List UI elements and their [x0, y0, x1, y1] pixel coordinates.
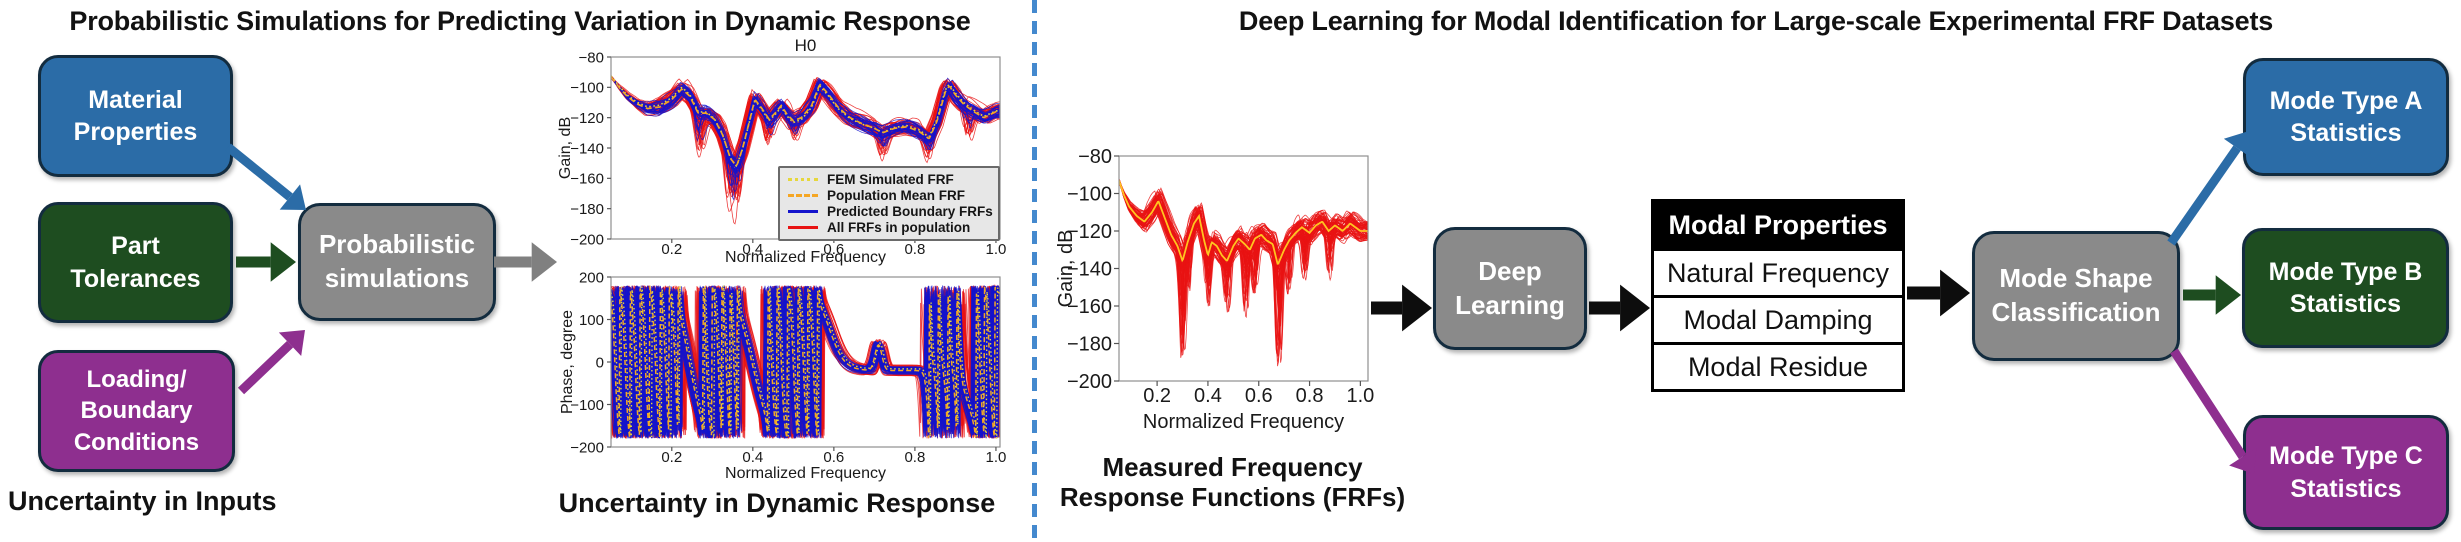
- svg-text:0.2: 0.2: [1143, 385, 1171, 407]
- box-loading-boundary-conditions: Loading/ Boundary Conditions: [38, 350, 235, 472]
- chart-phase: 0.2 0.4 0.6 0.8 1.0 200 100 0 −100 −200 Normalized…: [556, 256, 1038, 496]
- svg-text:−200: −200: [570, 231, 604, 248]
- table-header: Modal Properties: [1654, 202, 1902, 248]
- modal-properties-table: Modal Properties Natural Frequency Modal…: [1651, 199, 1905, 392]
- svg-text:−160: −160: [570, 171, 604, 188]
- panel-divider: [1032, 0, 1037, 542]
- svg-text:1.0: 1.0: [986, 241, 1007, 258]
- svg-text:0.8: 0.8: [904, 449, 925, 466]
- svg-text:0.8: 0.8: [904, 241, 925, 258]
- svg-text:−100: −100: [570, 397, 604, 414]
- svg-text:1.0: 1.0: [1346, 385, 1374, 407]
- svg-text:−120: −120: [1067, 221, 1112, 243]
- legend-label: Predicted Boundary FRFs: [827, 204, 993, 220]
- svg-text:−100: −100: [570, 80, 604, 97]
- chart-measured-frf: 0.2 0.4 0.6 0.8 1.0 −80 −100 −120 −140 −160 −180 −2…: [1040, 140, 1390, 445]
- plot-area-gain-h0: [611, 75, 1000, 225]
- box-mode-type-c-statistics: Mode Type C Statistics: [2243, 415, 2449, 530]
- legend-line-sample: [788, 210, 818, 214]
- svg-text:0.2: 0.2: [661, 449, 682, 466]
- svg-text:−160: −160: [1067, 296, 1112, 318]
- chart-gain-h0: 0.2 0.4 0.6 0.8 1.0 −80 −100 −120 −140 −160 −180 −2…: [556, 36, 1038, 270]
- plot-area-measured: [1119, 178, 1368, 367]
- svg-text:0.6: 0.6: [823, 241, 844, 258]
- x-axis-label: Normalized Frequency: [725, 249, 886, 266]
- legend-entry: Predicted Boundary FRFs: [788, 204, 993, 220]
- legend-entry: FEM Simulated FRF: [788, 172, 992, 187]
- svg-text:−140: −140: [570, 140, 604, 157]
- svg-text:−100: −100: [1067, 184, 1112, 206]
- svg-text:−180: −180: [1067, 334, 1112, 356]
- box-mode-type-b-statistics: Mode Type B Statistics: [2242, 228, 2449, 348]
- chart-phase-svg: 0.2 0.4 0.6 0.8 1.0 200 100 0 −100 −200 Normalized…: [559, 269, 1007, 482]
- y-axis-label: Gain, dB: [1055, 230, 1077, 308]
- plot-area-phase: [611, 284, 1000, 440]
- legend-label: FEM Simulated FRF: [827, 171, 954, 187]
- box-mode-type-a-statistics: Mode Type A Statistics: [2243, 58, 2449, 176]
- svg-text:−200: −200: [570, 439, 604, 456]
- svg-text:0.6: 0.6: [823, 449, 844, 466]
- svg-text:1.0: 1.0: [986, 449, 1007, 466]
- svg-text:100: 100: [579, 312, 604, 329]
- caption-uncertainty-in-dynamic-response: Uncertainty in Dynamic Response: [558, 488, 996, 518]
- chart-measured-frf-svg: 0.2 0.4 0.6 0.8 1.0 −80 −100 −120 −140 −160 −180 −2…: [1055, 146, 1374, 433]
- y-axis-label: Gain, dB: [557, 117, 574, 179]
- arrow-simulations-to-response: [494, 242, 557, 282]
- box-deep-learning: Deep Learning: [1433, 227, 1587, 350]
- box-material-properties: Material Properties: [38, 55, 233, 177]
- svg-text:−80: −80: [1078, 146, 1112, 168]
- svg-text:0.4: 0.4: [742, 241, 763, 258]
- right-panel-title: Deep Learning for Modal Identification f…: [1238, 6, 2274, 36]
- svg-text:−120: −120: [570, 110, 604, 127]
- x-axis-label: Normalized Frequency: [1143, 411, 1344, 433]
- caption-uncertainty-in-inputs: Uncertainty in Inputs: [8, 486, 277, 516]
- table-row-modal-damping: Modal Damping: [1654, 295, 1902, 342]
- y-axis-label: Phase, degree: [559, 310, 576, 414]
- arrow-material-to-simulations: [225, 143, 306, 210]
- arrow-classification-to-mode-b: [2183, 275, 2241, 315]
- chart-title: H0: [795, 36, 817, 55]
- chart-legend: FEM Simulated FRF Population Mean FRF Pred…: [778, 166, 1000, 241]
- table-row-modal-residue: Modal Residue: [1654, 342, 1902, 389]
- svg-text:−200: −200: [1067, 371, 1112, 393]
- box-part-tolerances: Part Tolerances: [38, 202, 233, 323]
- legend-entry: Population Mean FRF: [788, 188, 992, 203]
- arrow-table-to-classification: [1907, 269, 1970, 317]
- svg-text:200: 200: [579, 269, 604, 286]
- arrow-deep-learning-to-table: [1589, 284, 1650, 332]
- svg-text:0.6: 0.6: [1245, 385, 1273, 407]
- chart-gain-h0-svg: 0.2 0.4 0.6 0.8 1.0 −80 −100 −120 −140 −160 −180 −2…: [557, 36, 1007, 266]
- arrow-tolerances-to-simulations: [236, 242, 296, 282]
- svg-text:0.8: 0.8: [1296, 385, 1324, 407]
- legend-label: Population Mean FRF: [827, 187, 965, 203]
- svg-text:0: 0: [596, 354, 604, 371]
- caption-measured-frfs: Measured Frequency Response Functions (F…: [1059, 452, 1406, 513]
- table-row-natural-frequency: Natural Frequency: [1654, 248, 1902, 295]
- svg-text:0.4: 0.4: [1194, 385, 1222, 407]
- svg-text:−180: −180: [570, 201, 604, 218]
- legend-line-sample: [788, 226, 818, 230]
- arrow-loading-to-simulations: [237, 330, 305, 395]
- x-axis-label: Normalized Frequency: [725, 465, 886, 482]
- box-mode-shape-classification: Mode Shape Classification: [1972, 231, 2180, 361]
- box-probabilistic-simulations: Probabilistic simulations: [298, 203, 496, 321]
- svg-text:−140: −140: [1067, 259, 1112, 281]
- left-panel-title: Probabilistic Simulations for Predicting…: [69, 6, 971, 36]
- svg-text:0.4: 0.4: [742, 449, 763, 466]
- svg-text:−80: −80: [579, 49, 604, 66]
- legend-line-sample: [788, 177, 818, 181]
- legend-entry: All FRFs in population: [788, 220, 992, 235]
- arrow-classification-to-mode-a: [2167, 131, 2251, 246]
- legend-label: All FRFs in population: [827, 220, 971, 236]
- svg-text:0.2: 0.2: [661, 241, 682, 258]
- legend-line-sample: [788, 193, 818, 197]
